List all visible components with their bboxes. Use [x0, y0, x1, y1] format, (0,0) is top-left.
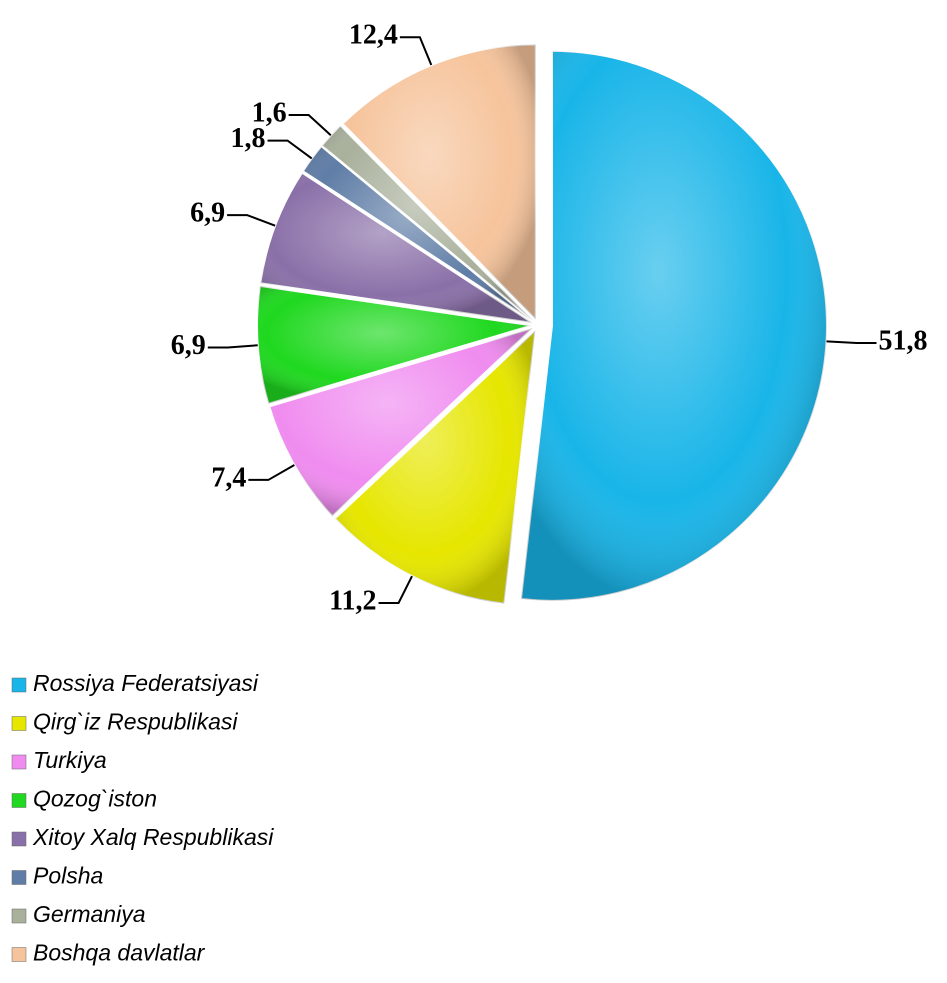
leader-line [378, 575, 413, 604]
slice-shading [269, 327, 533, 517]
legend-label: Qozog`iston [33, 786, 157, 812]
slice-shading [334, 330, 536, 604]
leader-line [288, 113, 332, 136]
slice-shading [321, 125, 534, 321]
legend-swatch [11, 870, 27, 885]
legend-label: Turkiya [33, 747, 107, 773]
data-label: 7,4 [211, 462, 246, 493]
legend-label: Rossiya Federatsiyasi [33, 670, 259, 696]
leader-line [227, 214, 276, 227]
legend-label: Germaniya [33, 901, 145, 927]
data-label: 11,2 [329, 585, 376, 616]
legend-label: Qirg`iz Respublikasi [33, 709, 238, 735]
leader-line [248, 464, 295, 481]
data-label: 6,9 [190, 197, 225, 228]
legend-label: Polsha [33, 863, 103, 889]
legend-label: Xitoy Xalq Respublikasi [32, 824, 274, 850]
slice-shading [520, 50, 827, 601]
data-label: 51,8 [878, 325, 927, 356]
leader-line [399, 36, 433, 66]
legend-swatch [11, 716, 27, 731]
leader-line [207, 344, 258, 349]
legend-swatch [11, 908, 27, 924]
legend-swatch [11, 677, 27, 693]
legend-swatch [11, 754, 27, 770]
data-label: 6,9 [171, 330, 206, 361]
legend-swatch [11, 947, 27, 962]
slice-shading [342, 44, 536, 320]
slice-shading [257, 285, 533, 404]
slice-shading [302, 146, 534, 322]
legend-swatch [11, 793, 27, 808]
legend-swatch [11, 831, 27, 847]
legend-label: Boshqa davlatlar [33, 940, 206, 966]
slice-shading [260, 172, 533, 323]
leader-line [267, 139, 313, 160]
data-label: 12,4 [349, 20, 398, 51]
data-label: 1,6 [252, 97, 287, 128]
leader-line [826, 340, 877, 345]
data-label: 1,8 [231, 123, 266, 154]
